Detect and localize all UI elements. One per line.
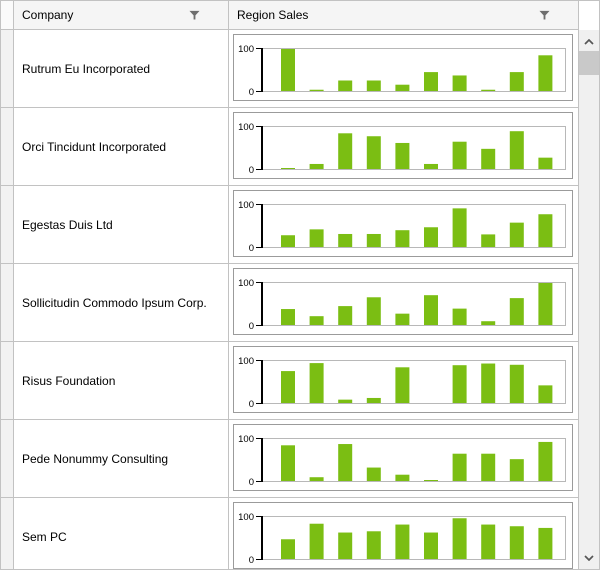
- svg-text:0: 0: [249, 243, 254, 254]
- company-name: Rutrum Eu Incorporated: [22, 61, 151, 76]
- region-sales-cell[interactable]: 100 0: [229, 264, 579, 342]
- svg-text:100: 100: [238, 200, 254, 211]
- company-name: Sollicitudin Commodo Ipsum Corp.: [22, 295, 207, 310]
- table-row[interactable]: Risus Foundation 100 0: [1, 342, 579, 420]
- grid-header-row: Company Region Sales: [1, 1, 579, 30]
- sparkline-chart: 100 0: [233, 268, 573, 335]
- chevron-down-icon: [584, 554, 594, 561]
- svg-text:100: 100: [238, 434, 254, 445]
- column-header-company-label: Company: [22, 8, 74, 22]
- sparkline-chart: 100 0: [233, 34, 573, 101]
- bar-chart-canvas: 100 0: [238, 278, 566, 332]
- svg-text:100: 100: [238, 278, 254, 289]
- svg-text:0: 0: [249, 87, 254, 98]
- table-row[interactable]: Orci Tincidunt Incorporated 100 0: [1, 108, 579, 186]
- bar-chart-canvas: 100 0: [238, 512, 566, 566]
- svg-text:0: 0: [249, 477, 254, 488]
- bar-chart-canvas: 100 0: [238, 434, 566, 488]
- svg-text:100: 100: [238, 356, 254, 367]
- sparkline-chart: 100 0: [233, 346, 573, 413]
- filter-icon[interactable]: [189, 10, 200, 21]
- table-row[interactable]: Pede Nonummy Consulting 100 0: [1, 420, 579, 498]
- grid-body: Rutrum Eu Incorporated 100 0 Orci Tincidu…: [1, 30, 579, 569]
- svg-text:0: 0: [249, 555, 254, 566]
- company-cell[interactable]: Sollicitudin Commodo Ipsum Corp.: [14, 264, 229, 342]
- company-cell[interactable]: Sem PC: [14, 498, 229, 569]
- company-cell[interactable]: Risus Foundation: [14, 342, 229, 420]
- company-name: Orci Tincidunt Incorporated: [22, 139, 167, 154]
- row-indicator[interactable]: [1, 498, 14, 569]
- row-indicator[interactable]: [1, 342, 14, 420]
- company-cell[interactable]: Rutrum Eu Incorporated: [14, 30, 229, 108]
- column-header-region-sales-label: Region Sales: [237, 8, 309, 22]
- company-cell[interactable]: Orci Tincidunt Incorporated: [14, 108, 229, 186]
- region-sales-cell[interactable]: 100 0: [229, 342, 579, 420]
- table-row[interactable]: Sem PC 100 0: [1, 498, 579, 569]
- svg-text:100: 100: [238, 44, 254, 55]
- company-name: Pede Nonummy Consulting: [22, 451, 169, 466]
- sparkline-chart: 100 0: [233, 424, 573, 491]
- company-name: Risus Foundation: [22, 373, 116, 388]
- scroll-up-button[interactable]: [579, 33, 599, 50]
- row-indicator[interactable]: [1, 420, 14, 498]
- scroll-down-button[interactable]: [579, 549, 599, 566]
- row-indicator[interactable]: [1, 30, 14, 108]
- bar-chart-canvas: 100 0: [238, 200, 566, 254]
- svg-text:100: 100: [238, 122, 254, 133]
- bar-chart-canvas: 100 0: [238, 122, 566, 176]
- company-name: Sem PC: [22, 529, 67, 544]
- row-indicator[interactable]: [1, 186, 14, 264]
- bar-chart-canvas: 100 0: [238, 356, 566, 410]
- scrollbar-thumb[interactable]: [579, 51, 599, 75]
- region-sales-cell[interactable]: 100 0: [229, 108, 579, 186]
- chevron-up-icon: [584, 38, 594, 45]
- company-name: Egestas Duis Ltd: [22, 217, 113, 232]
- column-header-region-sales[interactable]: Region Sales: [229, 1, 579, 30]
- bar-chart-canvas: 100 0: [238, 44, 566, 98]
- row-indicator-header: [1, 1, 14, 30]
- sparkline-chart: 100 0: [233, 502, 573, 569]
- region-sales-cell[interactable]: 100 0: [229, 186, 579, 264]
- company-cell[interactable]: Pede Nonummy Consulting: [14, 420, 229, 498]
- svg-text:0: 0: [249, 399, 254, 410]
- svg-text:0: 0: [249, 165, 254, 176]
- region-sales-cell[interactable]: 100 0: [229, 420, 579, 498]
- column-header-company[interactable]: Company: [14, 1, 229, 30]
- table-row[interactable]: Sollicitudin Commodo Ipsum Corp. 100 0: [1, 264, 579, 342]
- row-indicator[interactable]: [1, 264, 14, 342]
- table-row[interactable]: Rutrum Eu Incorporated 100 0: [1, 30, 579, 108]
- filter-icon[interactable]: [539, 10, 550, 21]
- region-sales-cell[interactable]: 100 0: [229, 498, 579, 569]
- vertical-scrollbar[interactable]: [579, 30, 599, 569]
- sparkline-chart: 100 0: [233, 190, 573, 257]
- svg-text:0: 0: [249, 321, 254, 332]
- region-sales-cell[interactable]: 100 0: [229, 30, 579, 108]
- sparkline-chart: 100 0: [233, 112, 573, 179]
- svg-text:100: 100: [238, 512, 254, 523]
- row-indicator[interactable]: [1, 108, 14, 186]
- table-row[interactable]: Egestas Duis Ltd 100 0: [1, 186, 579, 264]
- company-cell[interactable]: Egestas Duis Ltd: [14, 186, 229, 264]
